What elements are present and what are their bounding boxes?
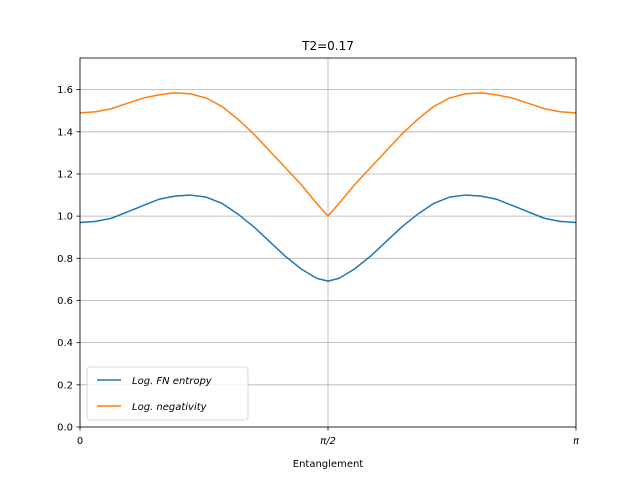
chart-title: T2=0.17	[301, 39, 354, 53]
x-tick-label: π/2	[320, 436, 336, 447]
y-tick-label: 1.4	[57, 127, 73, 138]
y-tick-label: 0.4	[57, 338, 73, 349]
series-line-0	[79, 194, 577, 282]
x-axis-label: Entanglement	[293, 459, 364, 470]
series-line-1	[79, 92, 577, 217]
y-tick-label: 0.6	[57, 296, 73, 307]
x-tick-label: 0	[77, 436, 83, 447]
y-tick-label: 1.6	[57, 85, 73, 96]
legend-box	[86, 366, 249, 421]
x-tick-label: π	[573, 436, 580, 447]
legend-label-0: Log. FN entropy	[132, 376, 213, 387]
y-tick-label: 1.0	[57, 212, 73, 223]
y-tick-label: 0.8	[57, 254, 73, 265]
y-axis-ticks: 0.0 0.2 0.4 0.6 0.8 1.0 1.2 1.4 1.6	[57, 85, 80, 434]
y-tick-label: 0.2	[57, 380, 73, 391]
legend-label-1: Log. negativity	[132, 402, 208, 413]
y-tick-label: 0.0	[57, 423, 73, 434]
series-lines	[79, 92, 577, 282]
y-tick-label: 1.2	[57, 169, 73, 180]
legend: Log. FN entropy Log. negativity	[86, 366, 249, 421]
x-axis-ticks: 0 π/2 π	[77, 427, 580, 447]
